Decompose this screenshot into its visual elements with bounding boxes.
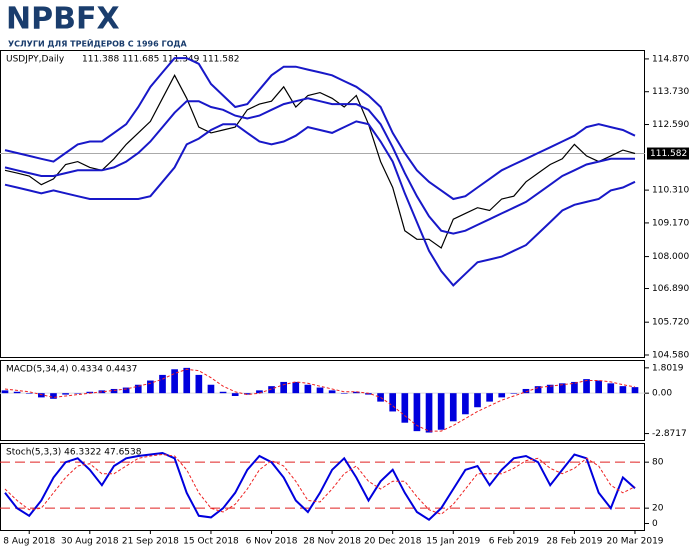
histogram-bar: [583, 379, 590, 394]
histogram-bar: [195, 374, 203, 394]
histogram-bar: [243, 393, 251, 395]
x-tick-label: 20 Mar 2019: [606, 537, 663, 547]
histogram-bar: [256, 390, 263, 394]
histogram-bar: [546, 384, 554, 394]
histogram-bar: [316, 387, 324, 394]
histogram-bar: [571, 381, 578, 394]
histogram-bar: [486, 393, 493, 402]
y-tick-label: -2.8717: [652, 429, 687, 439]
panel-frame: [0, 50, 645, 358]
histogram-bar: [268, 386, 275, 394]
x-tick-label: 6 Feb 2019: [489, 537, 540, 547]
histogram-bar: [159, 374, 166, 394]
panel-subtitle: 111.388 111.685 111.349 111.582: [82, 55, 239, 65]
histogram-bar: [510, 393, 518, 394]
y-tick-label: 0: [652, 519, 658, 529]
x-tick-label: 8 Aug 2018: [3, 537, 55, 547]
histogram-bar: [280, 381, 287, 394]
panel-title: MACD(5,34,4) 0.4334 0.4437: [6, 365, 137, 375]
series-line: [4, 120, 636, 287]
histogram-bar: [50, 393, 57, 399]
histogram-bar: [607, 383, 615, 394]
series-line: [4, 74, 636, 249]
histogram-bar: [522, 388, 530, 394]
histogram-bar: [558, 383, 566, 394]
y-tick-label: 80: [652, 458, 664, 468]
y-tick-label: 0.00: [652, 389, 672, 399]
tagline: УСЛУГИ ДЛЯ ТРЕЙДЕРОВ С 1996 ГОДА: [8, 38, 187, 49]
histogram-bar: [147, 380, 154, 394]
y-tick-label: 108.000: [652, 252, 689, 262]
histogram-bar: [292, 381, 300, 394]
histogram-bar: [171, 369, 178, 394]
histogram-bar: [389, 393, 397, 412]
panel-title: USDJPY,Daily: [6, 55, 65, 65]
y-tick-label: 113.730: [652, 87, 689, 97]
y-tick-label: 109.170: [652, 218, 689, 228]
x-tick-label: 6 Nov 2018: [246, 537, 298, 547]
histogram-bar: [534, 386, 542, 394]
y-tick-label: 105.720: [652, 318, 689, 328]
series-line: [4, 57, 636, 201]
histogram-bar: [74, 393, 82, 394]
y-tick-label: 114.870: [652, 54, 689, 64]
panel-title: Stoch(5,3,3) 46.3322 47.6538: [6, 448, 142, 458]
histogram-bar: [401, 393, 409, 423]
histogram-bar: [98, 390, 106, 394]
histogram-bar: [595, 380, 602, 394]
histogram-bar: [231, 393, 239, 396]
histogram-bar: [353, 391, 360, 394]
histogram-bar: [183, 367, 191, 394]
y-tick-label: 104.580: [652, 350, 689, 360]
histogram-bar: [437, 393, 445, 430]
y-tick-label: 106.890: [652, 284, 689, 294]
histogram-bar: [462, 393, 469, 415]
histogram-bar: [86, 391, 94, 394]
histogram-bar: [413, 393, 421, 432]
histogram-bar: [219, 391, 227, 394]
series-line: [4, 97, 635, 235]
histogram-bar: [474, 393, 481, 408]
histogram-bar: [340, 393, 348, 394]
series-line: [4, 368, 636, 432]
histogram-bar: [25, 393, 33, 394]
x-tick-label: 28 Feb 2019: [546, 537, 602, 547]
histogram-bar: [365, 393, 372, 395]
x-tick-label: 15 Jan 2019: [426, 537, 480, 547]
histogram-bar: [619, 386, 627, 394]
x-tick-label: 21 Sep 2018: [122, 537, 179, 547]
histogram-bar: [304, 384, 312, 394]
panel-frame: [0, 443, 645, 531]
histogram-bar: [328, 390, 336, 394]
histogram-bar: [1, 390, 9, 394]
y-tick-label: 1.8019: [652, 363, 684, 373]
x-tick-label: 20 Dec 2018: [364, 537, 422, 547]
y-tick-label: 110.310: [652, 186, 689, 196]
histogram-bar: [207, 384, 215, 394]
histogram-bar: [449, 393, 457, 422]
histogram-bar: [62, 393, 69, 395]
y-tick-label: 20: [652, 504, 664, 514]
histogram-bar: [498, 393, 506, 398]
series-line: [4, 451, 636, 521]
panel-frame: [0, 360, 645, 441]
histogram-bar: [134, 384, 142, 394]
series-line: [4, 453, 636, 515]
logo: NPBFX: [6, 2, 120, 37]
histogram-bar: [122, 387, 130, 394]
histogram-bar: [38, 393, 45, 398]
x-tick-label: 30 Aug 2018: [61, 537, 119, 547]
histogram-bar: [631, 387, 639, 394]
histogram-bar: [110, 388, 118, 394]
histogram-bar: [13, 391, 21, 394]
x-tick-label: 28 Nov 2018: [303, 537, 361, 547]
histogram-bar: [425, 393, 433, 433]
last-price-label: 111.582: [650, 149, 687, 159]
x-tick-label: 15 Oct 2018: [183, 537, 239, 547]
last-price-box: [647, 147, 689, 160]
y-tick-label: 112.590: [652, 120, 689, 130]
